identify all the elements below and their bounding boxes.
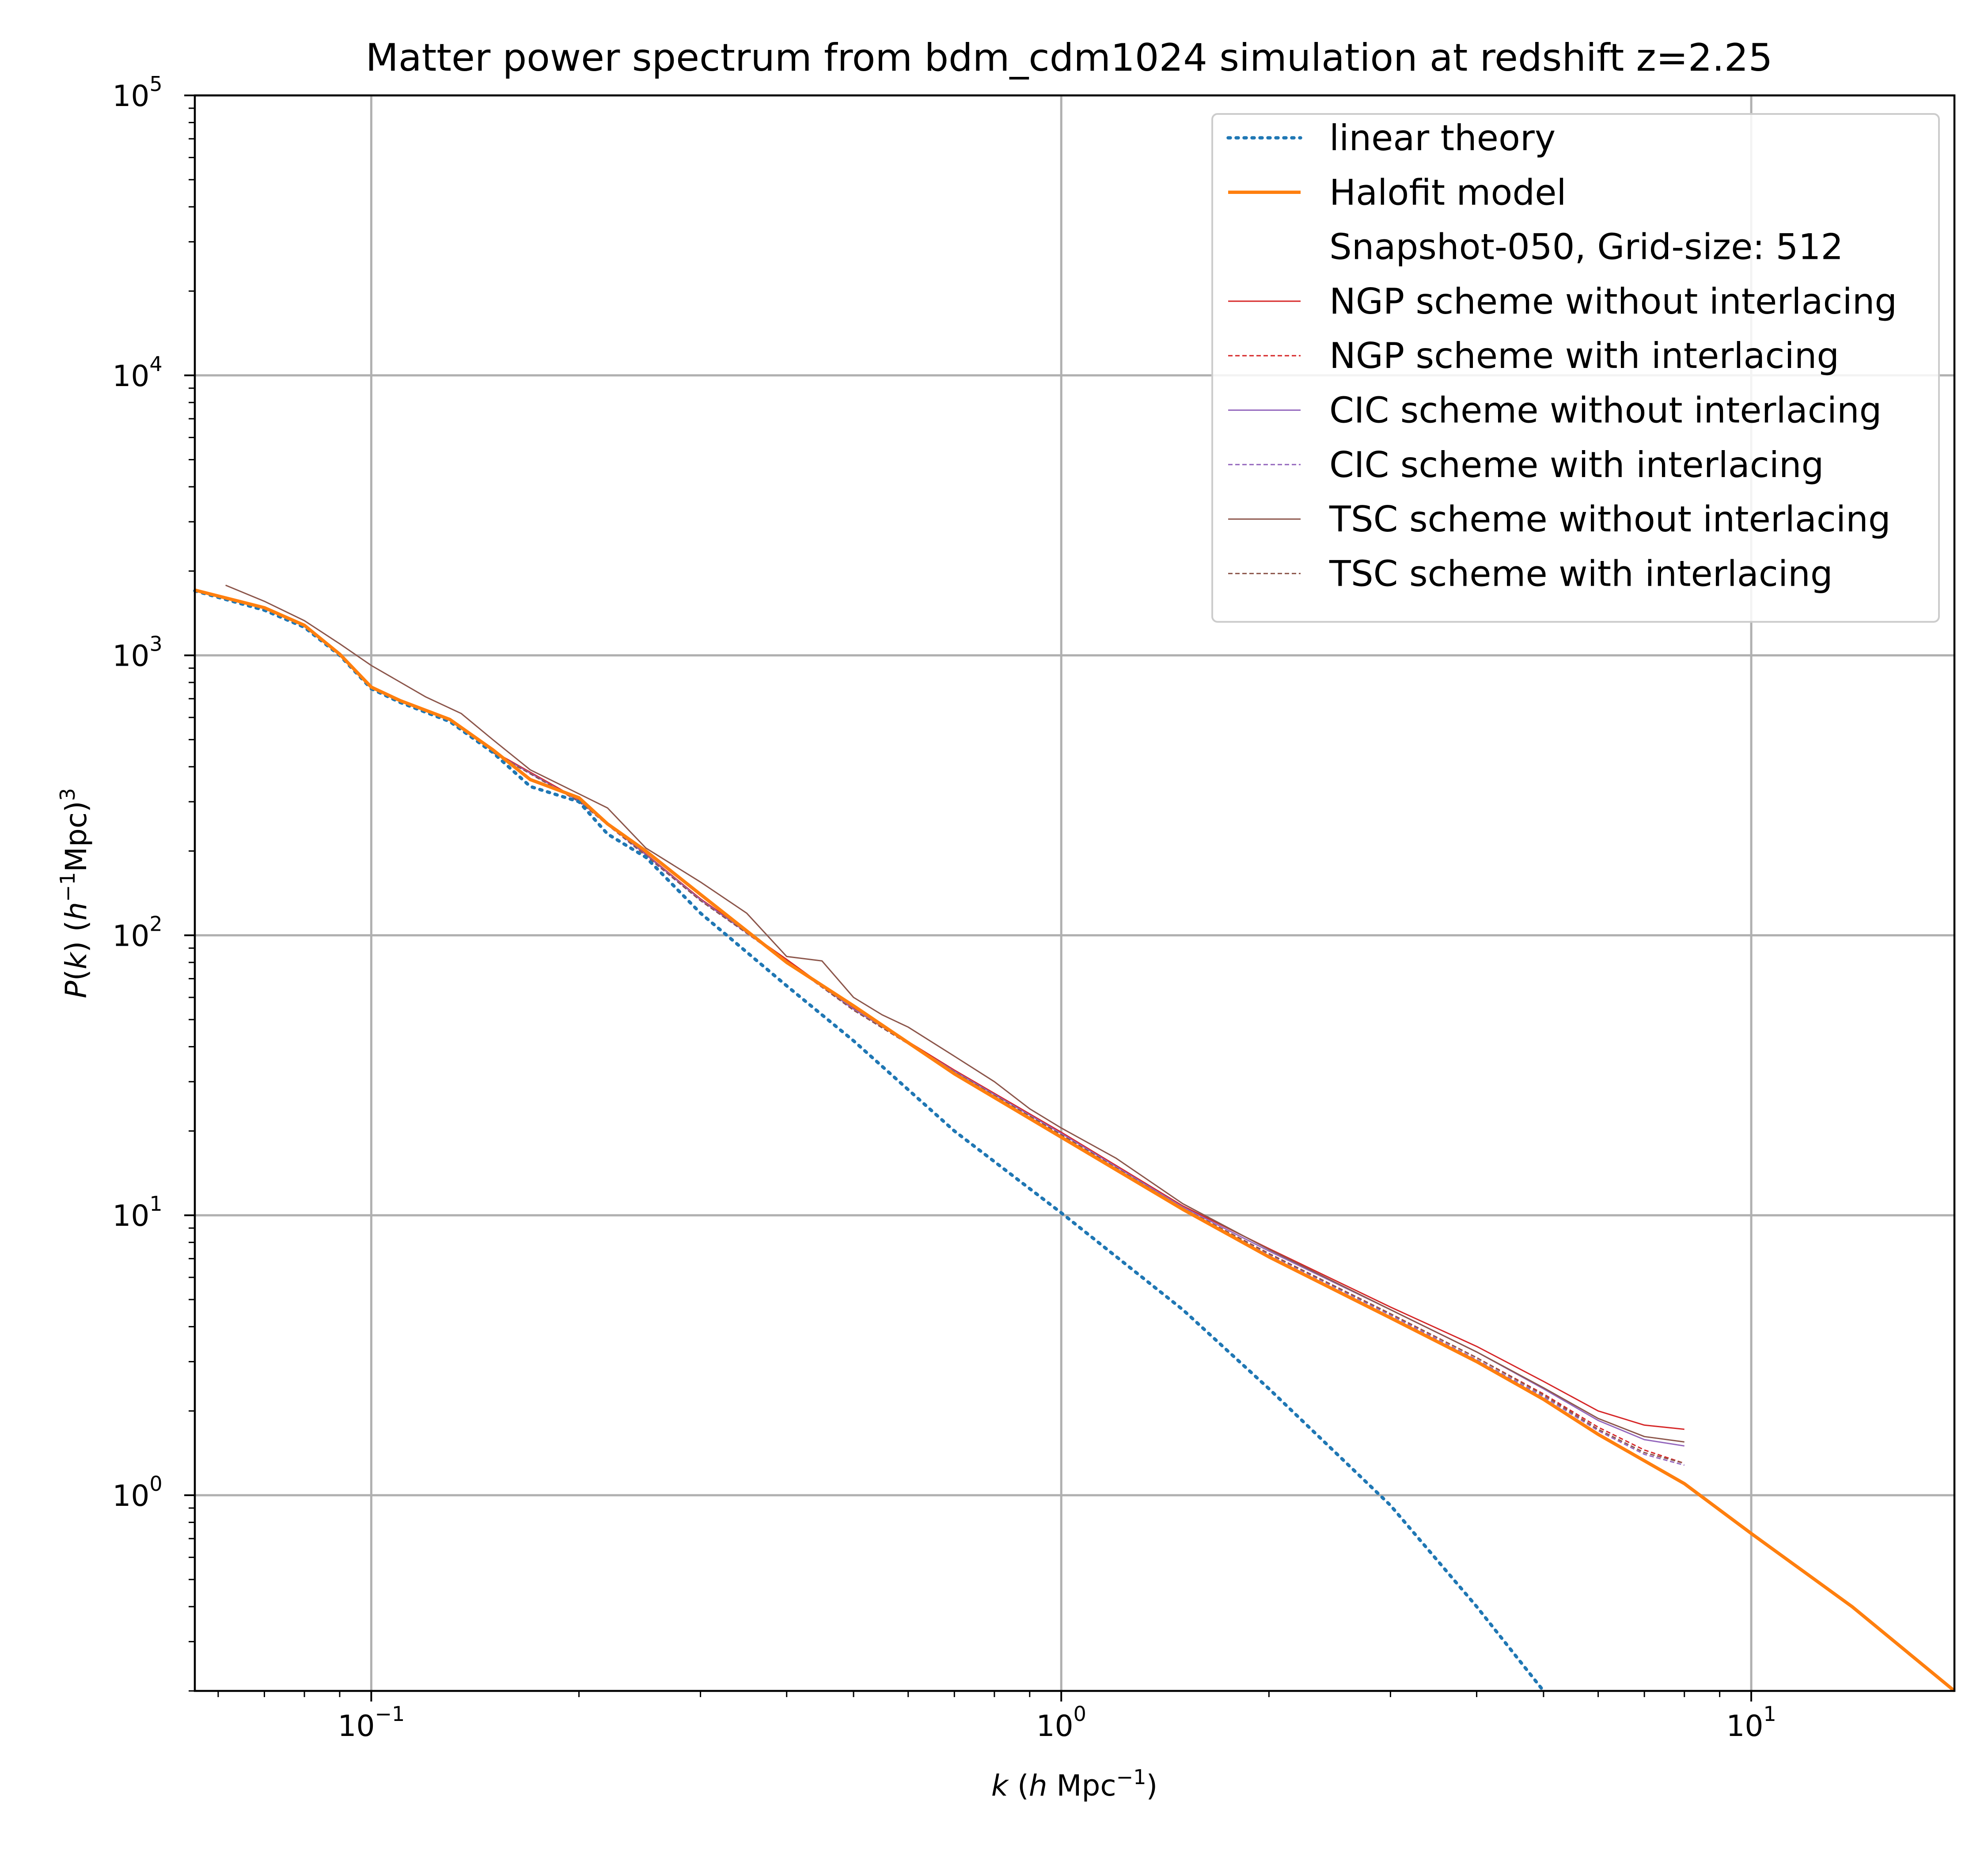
y-axis-label: P(k) (h−1Mpc)3	[56, 788, 93, 998]
x-tick-label: 100	[1036, 1702, 1086, 1743]
y-tick-base: 10	[112, 919, 149, 953]
y-tick-label: 102	[112, 912, 162, 953]
y-label-symbol: h	[59, 902, 93, 921]
y-tick-exponent: 0	[149, 1472, 162, 1496]
y-tick-exponent: 1	[149, 1192, 162, 1216]
y-label-symbol: k	[59, 951, 93, 969]
y-label-symbol: P	[59, 981, 93, 998]
x-label-exponent: −1	[1116, 1765, 1146, 1789]
y-label-text: Mpc)	[59, 801, 93, 872]
y-label-exponent: −1	[56, 872, 80, 902]
x-tick-base: 10	[1726, 1709, 1763, 1743]
y-tick-exponent: 4	[149, 352, 162, 376]
x-tick-exponent: −1	[375, 1702, 405, 1726]
y-tick-label: 103	[112, 632, 162, 673]
x-tick-base: 10	[338, 1709, 375, 1743]
y-label-exponent: 3	[56, 788, 80, 801]
y-tick-exponent: 5	[149, 72, 162, 96]
series-line-halofit-model	[194, 588, 1956, 1692]
y-tick-exponent: 3	[149, 632, 162, 656]
plot-area	[193, 584, 1956, 1693]
x-tick-base: 10	[1036, 1709, 1074, 1743]
x-tick-label: 10−1	[338, 1702, 405, 1743]
legend-box	[1211, 113, 1940, 623]
x-tick-label: 101	[1726, 1702, 1776, 1743]
x-label-text: Mpc	[1047, 1769, 1116, 1803]
legend-entry-linear-theory: linear theory	[1329, 117, 1555, 159]
x-label-symbol: h	[1029, 1769, 1047, 1803]
y-tick-base: 10	[112, 1199, 149, 1233]
y-tick-base: 10	[112, 639, 149, 673]
y-label-text: ) (	[59, 921, 93, 952]
axes-frame	[193, 94, 1956, 1692]
x-label-symbol: k	[991, 1769, 1009, 1803]
legend-entry-tsc-scheme-without-interlacing: TSC scheme without interlacing	[1329, 499, 1891, 540]
x-label-text: )	[1146, 1769, 1157, 1803]
legend-entry-ngp-scheme-with-interlacing: NGP scheme with interlacing	[1329, 335, 1839, 376]
legend-entry-ngp-scheme-without-interlacing: NGP scheme without interlacing	[1329, 281, 1897, 322]
x-axis-label: k (h Mpc−1)	[991, 1765, 1157, 1803]
y-tick-label: 101	[112, 1192, 162, 1233]
legend: linear theory Halofit model Snapshot-050, …	[1211, 113, 1940, 623]
legend-entry-cic-scheme-with-interlacing: CIC scheme with interlacing	[1329, 444, 1824, 485]
y-tick-label: 105	[112, 72, 162, 113]
y-tick-exponent: 2	[149, 912, 162, 936]
legend-entry-tsc-scheme-with-interlacing: TSC scheme with interlacing	[1329, 553, 1833, 594]
y-tick-base: 10	[112, 1479, 149, 1513]
y-tick-base: 10	[112, 79, 149, 113]
x-label-text: (	[1008, 1769, 1029, 1803]
x-tick-exponent: 1	[1763, 1702, 1776, 1726]
chart-title: Matter power spectrum from bdm_cdm1024 s…	[366, 36, 1773, 80]
x-tick-exponent: 0	[1074, 1702, 1086, 1726]
legend-entry-snapshot-050-grid-size-512: Snapshot-050, Grid-size: 512	[1329, 227, 1843, 268]
y-tick-label: 100	[112, 1472, 162, 1513]
legend-entry-cic-scheme-without-interlacing: CIC scheme without interlacing	[1329, 390, 1882, 431]
y-tick-label: 104	[112, 352, 162, 393]
y-label-text: (	[59, 969, 93, 981]
legend-entry-halofit-model: Halofit model	[1329, 172, 1567, 213]
y-tick-base: 10	[112, 359, 149, 393]
series-line-tsc-scheme-without-interlacing	[225, 584, 1684, 1443]
